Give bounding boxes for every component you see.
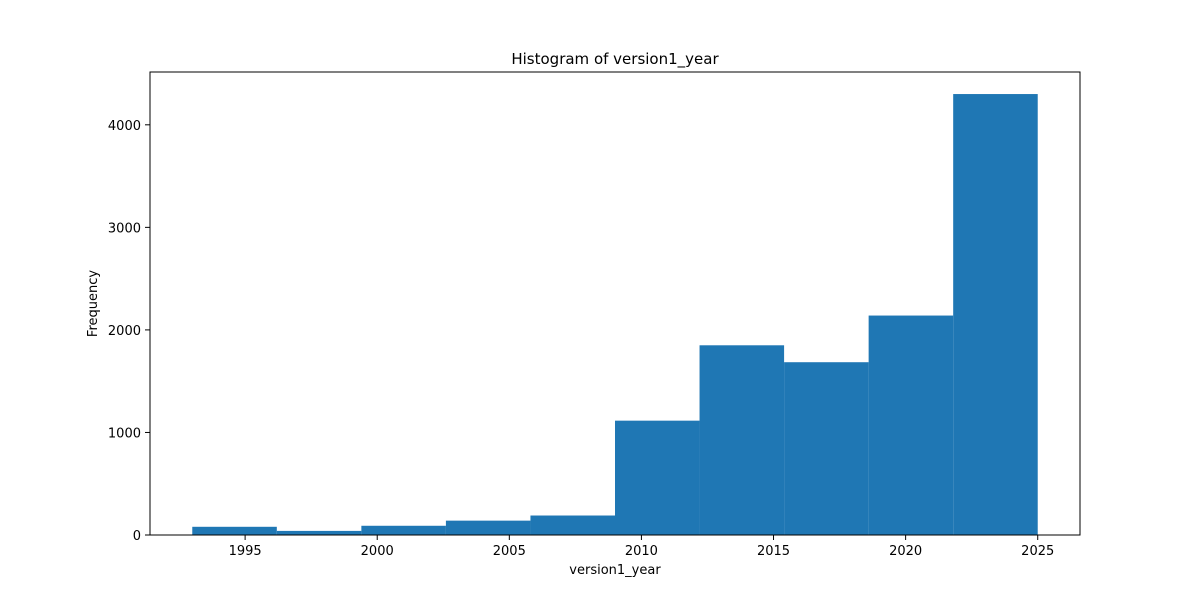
x-tick-label: 2020	[889, 544, 922, 559]
y-tick-label: 0	[133, 529, 141, 544]
x-axis-ticks: 1995 2000 2005 2010 2015 2020 2025	[229, 535, 1054, 559]
x-tick-label: 2010	[625, 544, 658, 559]
y-axis-label: Frequency	[86, 270, 101, 337]
x-tick-label: 2025	[1021, 544, 1054, 559]
chart-title: Histogram of version1_year	[511, 50, 719, 69]
y-axis-ticks: 0 1000 2000 3000 4000	[108, 119, 150, 544]
x-tick-label: 1995	[229, 544, 262, 559]
histogram-bar-6	[699, 345, 785, 535]
histogram-bar-0	[192, 526, 277, 535]
y-tick-label: 3000	[108, 221, 141, 236]
plot-frame	[149, 71, 1081, 536]
y-tick-label: 2000	[108, 324, 141, 339]
histogram-bar-3	[445, 520, 531, 535]
histogram-bar-1	[276, 530, 362, 535]
x-axis-label: version1_year	[569, 563, 661, 578]
histogram-bar-7	[784, 362, 869, 535]
histogram-bar-8	[868, 315, 954, 535]
x-tick-label: 2005	[493, 544, 526, 559]
x-tick-label: 2015	[757, 544, 790, 559]
histogram-bar-2	[361, 525, 446, 535]
histogram-bar-9	[953, 94, 1038, 536]
histogram-bar-4	[530, 515, 615, 535]
y-tick-label: 4000	[108, 119, 141, 134]
histogram-bar-5	[615, 420, 700, 535]
y-tick-label: 1000	[108, 426, 141, 441]
x-tick-label: 2000	[361, 544, 394, 559]
bars-group	[192, 94, 1038, 536]
